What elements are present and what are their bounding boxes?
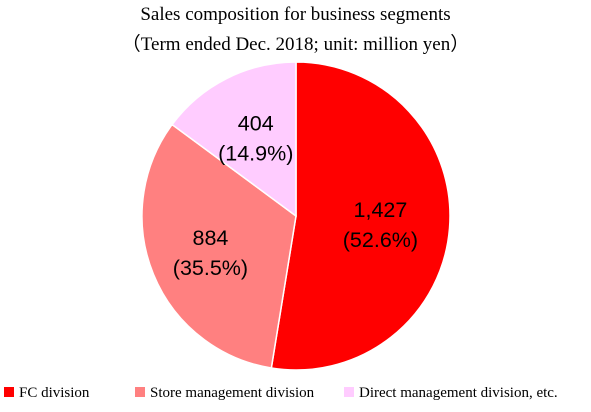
slice-percent-label-direct: (14.9%) xyxy=(218,141,293,165)
legend: FC division Store management division Di… xyxy=(0,385,591,407)
pie-slice-direct xyxy=(171,61,297,218)
pie-slice-fc xyxy=(270,61,451,371)
slice-value-label-fc: 1,427 xyxy=(354,198,408,222)
pie-slice-store xyxy=(141,123,297,369)
slice-percent-label-fc: (52.6%) xyxy=(343,228,418,252)
chart-title: Sales composition for business segments xyxy=(140,4,451,25)
legend-label-direct: Direct management division, etc. xyxy=(359,385,558,401)
slice-percent-label-store: (35.5%) xyxy=(173,256,248,280)
pie-chart: 1,427 (52.6%) 884 (35.5%) 404 (14.9%) xyxy=(141,61,451,371)
legend-item-fc: FC division xyxy=(4,385,89,402)
slice-value-label-store: 884 xyxy=(192,226,228,250)
legend-swatch-store xyxy=(135,387,145,397)
legend-swatch-fc xyxy=(4,387,14,397)
chart-subtitle: （Term ended Dec. 2018; unit: million yen… xyxy=(121,34,470,55)
legend-item-store: Store management division xyxy=(135,385,314,402)
legend-label-store: Store management division xyxy=(150,385,315,401)
legend-item-direct: Direct management division, etc. xyxy=(344,385,558,402)
slice-value-label-direct: 404 xyxy=(238,111,274,135)
legend-label-fc: FC division xyxy=(19,385,90,401)
legend-swatch-direct xyxy=(344,387,354,397)
